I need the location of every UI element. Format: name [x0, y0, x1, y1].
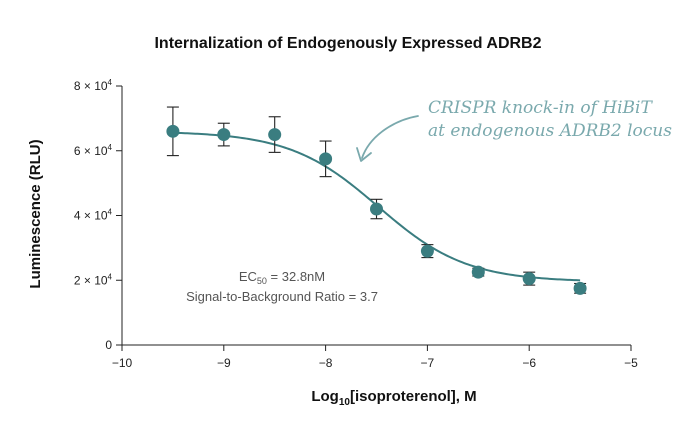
- x-tick-label: −9: [217, 356, 231, 370]
- callout-arrow-line: [361, 115, 419, 159]
- data-points: [166, 124, 587, 295]
- callout-arrow-head: [356, 147, 372, 162]
- y-tick-label: 4 × 104: [74, 208, 113, 223]
- x-tick-label: −7: [421, 356, 435, 370]
- data-point: [471, 265, 485, 279]
- x-tick-label: −10: [112, 356, 133, 370]
- data-point: [166, 124, 180, 138]
- callout-line-2: at endogenous ADRB2 locus: [428, 121, 672, 141]
- data-point: [420, 244, 434, 258]
- y-tick-label: 8 × 104: [74, 78, 113, 93]
- callout-line-1: CRISPR knock-in of HiBiT: [428, 98, 653, 118]
- x-tick-label: −8: [319, 356, 333, 370]
- axes: −10 −9 −8 −7 −6 −5 0 2 × 104 4 × 104 6 × 104 8 × 1…: [74, 78, 638, 370]
- data-point: [573, 281, 587, 295]
- ec50-annotation: EC50 = 32.8nM: [239, 269, 325, 286]
- y-tick-label: 2 × 104: [74, 272, 113, 287]
- y-tick-label: 6 × 104: [74, 143, 113, 158]
- chart-title: Internalization of Endogenously Expresse…: [154, 35, 541, 52]
- data-point: [268, 128, 282, 142]
- signal-background-annotation: Signal-to-Background Ratio = 3.7: [186, 289, 378, 304]
- callout: CRISPR knock-in of HiBiT at endogenous A…: [356, 98, 672, 162]
- x-axis-label: Log10[isoproterenol], M: [311, 388, 476, 408]
- data-point: [319, 152, 333, 166]
- x-tick-label: −5: [624, 356, 638, 370]
- y-tick-label: 0: [105, 338, 112, 352]
- data-point: [217, 128, 231, 142]
- data-point: [370, 202, 383, 216]
- x-tick-label: −6: [522, 356, 536, 370]
- data-point: [522, 272, 536, 286]
- y-axis-label: Luminescence (RLU): [27, 139, 44, 288]
